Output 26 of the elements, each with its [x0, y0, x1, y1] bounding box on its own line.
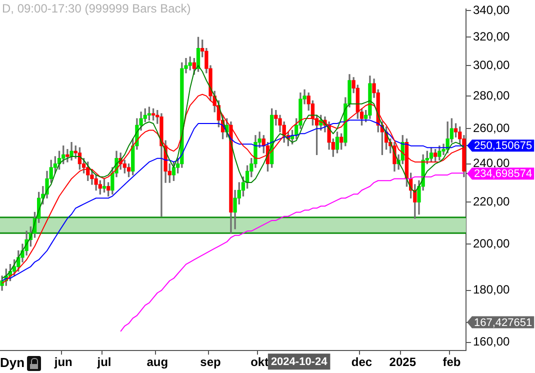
- x-tick-label: jun: [53, 355, 72, 370]
- y-tick-label: 280,00: [473, 88, 510, 102]
- candlestick: [188, 56, 192, 70]
- y-tick-label: 250,150675: [474, 140, 532, 152]
- y-tick-label: 200,00: [473, 236, 510, 250]
- x-tick-label: sep: [200, 355, 221, 370]
- chart-subtitle: D, 09:00-17:30 (999999 Bars Back): [2, 1, 191, 16]
- x-tick-label: feb: [442, 355, 461, 370]
- text: Dyn: [0, 355, 25, 371]
- x-tick-label: 2025: [389, 355, 416, 370]
- text: 2024-10-24: [270, 356, 328, 368]
- y-tick-label: 320,00: [473, 29, 510, 44]
- y-tick-label: 240,00: [473, 156, 510, 170]
- y-tick-label: 220,00: [473, 194, 510, 208]
- x-tick-label: okt: [250, 355, 269, 370]
- y-tick-label: 234,698574: [474, 168, 532, 180]
- y-tick-label: 260,00: [473, 120, 510, 135]
- candlestick: [66, 149, 70, 162]
- x-tick-label: aug: [146, 355, 168, 370]
- y-tick-label: 300,00: [473, 58, 510, 72]
- x-tick-label: jul: [96, 355, 112, 370]
- y-tick-label: 167,427651: [474, 316, 532, 329]
- x-tick-label: dec: [351, 355, 372, 370]
- y-tick-label: 160,00: [473, 334, 510, 349]
- y-tick-label: 180,00: [473, 282, 510, 297]
- y-tick-label: 340,00: [473, 2, 510, 17]
